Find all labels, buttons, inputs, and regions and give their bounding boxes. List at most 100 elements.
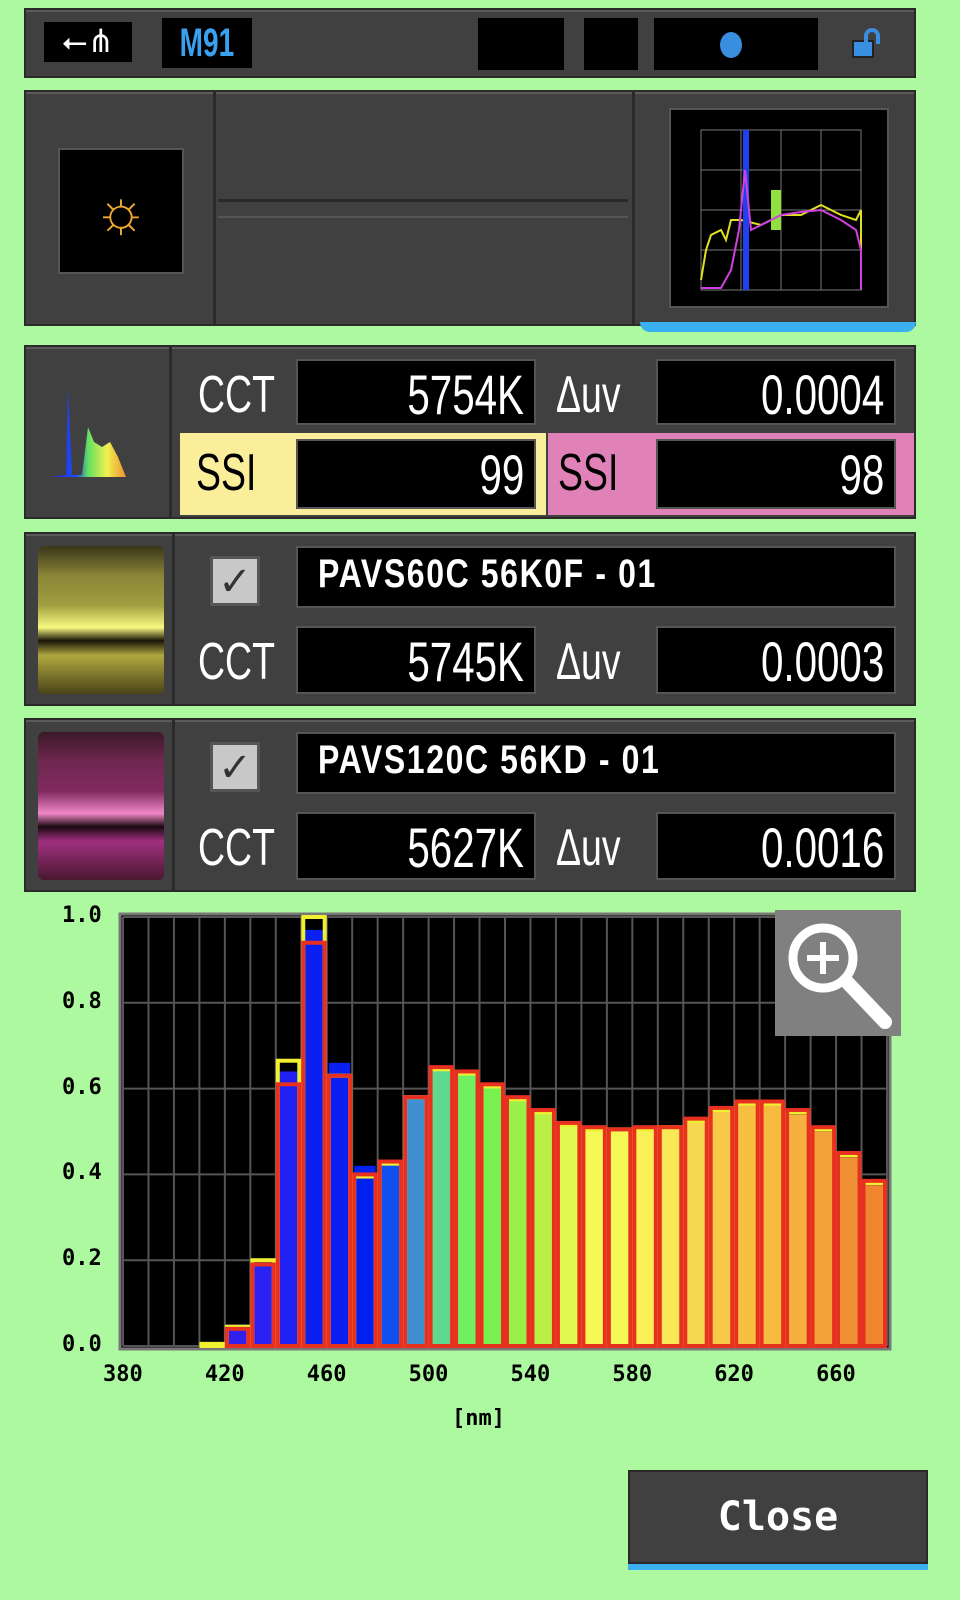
reference-2-bar: [454, 1069, 480, 1348]
measured-bar: [787, 1114, 809, 1346]
reference-1-duv: 0.0003: [760, 630, 884, 693]
ssi-1-label: SSI: [196, 444, 257, 502]
x-tick-label: 420: [204, 1362, 245, 1387]
y-tick-label: 1.0: [62, 903, 102, 928]
duv-label: Δuv: [556, 366, 621, 424]
unlocked-padlock-icon[interactable]: [852, 28, 882, 58]
reference-1-bar: [199, 1341, 225, 1349]
y-tick-label: 0.8: [62, 988, 102, 1014]
measured-bar: [354, 1165, 376, 1346]
measured-bar: [507, 1099, 529, 1346]
ssi-2-cell: SSI 98: [548, 433, 914, 515]
light-type-cell[interactable]: ☼: [26, 92, 216, 324]
mode-panel: ☼: [24, 90, 916, 326]
duv-value: 0.0004: [760, 363, 884, 426]
close-button[interactable]: Close: [628, 1470, 928, 1564]
reference-2-bar: [836, 1150, 862, 1348]
measured-bar: [863, 1185, 885, 1346]
reference-1-color-swatch[interactable]: [38, 546, 164, 694]
reference-2-bar: [275, 1082, 302, 1348]
y-tick-label: 0.6: [62, 1074, 102, 1100]
measured-bar: [456, 1073, 478, 1346]
reference-2-bar: [734, 1099, 760, 1348]
reference-2-bar: [606, 1127, 633, 1348]
measured-bar: [659, 1127, 682, 1346]
measured-bar: [430, 1069, 453, 1346]
measured-bar: [379, 1161, 402, 1346]
status-slot-2: [584, 18, 638, 70]
reference-2-bar: [861, 1178, 887, 1348]
cct-value-box: 5754K: [296, 359, 536, 425]
measured-bar: [710, 1110, 733, 1346]
x-tick-label: 380: [103, 1362, 143, 1387]
reference-1-name-box: PAVS60C 56K0F - 01: [296, 546, 896, 608]
indicator-dot: [720, 32, 742, 58]
reference-1-name: PAVS60C 56K0F - 01: [318, 552, 657, 596]
x-tick-label: 540: [510, 1362, 551, 1387]
memory-badge: M91: [162, 18, 252, 68]
reference-row-1: ✓ PAVS60C 56K0F - 01 CCT 5745K Δuv 0.000…: [24, 532, 916, 706]
thumbnail-graph: [700, 129, 862, 291]
reference-2-bar: [505, 1095, 531, 1348]
reference-2-bar: [810, 1125, 837, 1348]
ssi-2-value-box: 98: [656, 439, 896, 509]
info-cell-bottom: [218, 216, 628, 324]
measured-bar: [405, 1097, 427, 1346]
measured-bar: [583, 1129, 605, 1346]
zoom-in-magnifier-icon[interactable]: [775, 910, 901, 1036]
x-tick-label: 660: [816, 1362, 856, 1387]
measured-bar: [277, 1071, 300, 1346]
status-slot-3: [654, 18, 818, 70]
x-tick-label: 460: [306, 1362, 347, 1387]
reference-2-bar: [657, 1125, 684, 1348]
spectrum-chart: 0.0 0.2 0.4 0.6 0.8 1.0 380 420 460 500 540 580 620 6…: [0, 900, 960, 1440]
daylight-sun-icon: ☼: [58, 148, 184, 274]
spectrum-comparison-thumbnail: [669, 108, 889, 308]
reference-2-bar: [555, 1120, 582, 1348]
reference-2-cct-box: 5627K: [296, 812, 536, 880]
reference-row-2: ✓ PAVS120C 56KD - 01 CCT 5627K Δuv 0.001…: [24, 718, 916, 892]
reference-2-bar: [632, 1125, 658, 1348]
y-tick-label: 0.4: [62, 1160, 102, 1186]
reference-2-bar: [785, 1108, 811, 1348]
spectrum-icon: [26, 347, 172, 517]
reference-2-bar: [250, 1262, 276, 1348]
reference-2-name: PAVS120C 56KD - 01: [318, 738, 661, 782]
ssi-1-cell: SSI 99: [180, 433, 546, 515]
reference-2-bar: [301, 940, 327, 1349]
reference-1-duv-label: Δuv: [556, 633, 621, 691]
measured-bar: [838, 1157, 860, 1346]
reference-2-bar: [759, 1099, 786, 1348]
reference-2-name-box: PAVS120C 56KD - 01: [296, 732, 896, 794]
status-slot-1: [478, 18, 564, 70]
status-bar: ⭠⋔ M91: [24, 8, 916, 78]
spectrum-thumbnail-button[interactable]: [632, 92, 914, 324]
reference-1-duv-box: 0.0003: [656, 626, 896, 694]
y-tick-label: 0.0: [62, 1332, 102, 1357]
reference-2-duv-box: 0.0016: [656, 812, 896, 880]
measured-bar: [736, 1103, 758, 1346]
measured-bar: [481, 1086, 503, 1346]
cct-value: 5754K: [407, 363, 524, 426]
reference-2-cct-label: CCT: [198, 819, 275, 877]
measured-bar: [532, 1112, 554, 1346]
measured-bar: [761, 1103, 784, 1346]
reference-1-checkbox[interactable]: ✓: [210, 556, 260, 606]
measured-row: CCT 5754K Δuv 0.0004 SSI 99 SSI 98: [24, 345, 916, 519]
x-axis-label: [nm]: [452, 1406, 505, 1431]
usb-icon: ⭠⋔: [44, 22, 132, 62]
reference-2-bar: [581, 1125, 607, 1348]
reference-2-duv-label: Δuv: [556, 819, 621, 877]
measured-bar: [303, 929, 325, 1346]
reference-2-bar: [377, 1159, 404, 1348]
reference-1-cct-box: 5745K: [296, 626, 536, 694]
measured-bar: [812, 1131, 835, 1346]
reference-2-checkbox[interactable]: ✓: [210, 742, 260, 792]
reference-2-color-swatch[interactable]: [38, 732, 164, 880]
reference-2-cct: 5627K: [407, 816, 524, 879]
duv-value-box: 0.0004: [656, 359, 896, 425]
info-cell-top: [218, 92, 628, 202]
x-tick-label: 500: [408, 1362, 449, 1387]
x-tick-label: 580: [612, 1362, 653, 1387]
x-tick-label: 620: [714, 1362, 754, 1387]
